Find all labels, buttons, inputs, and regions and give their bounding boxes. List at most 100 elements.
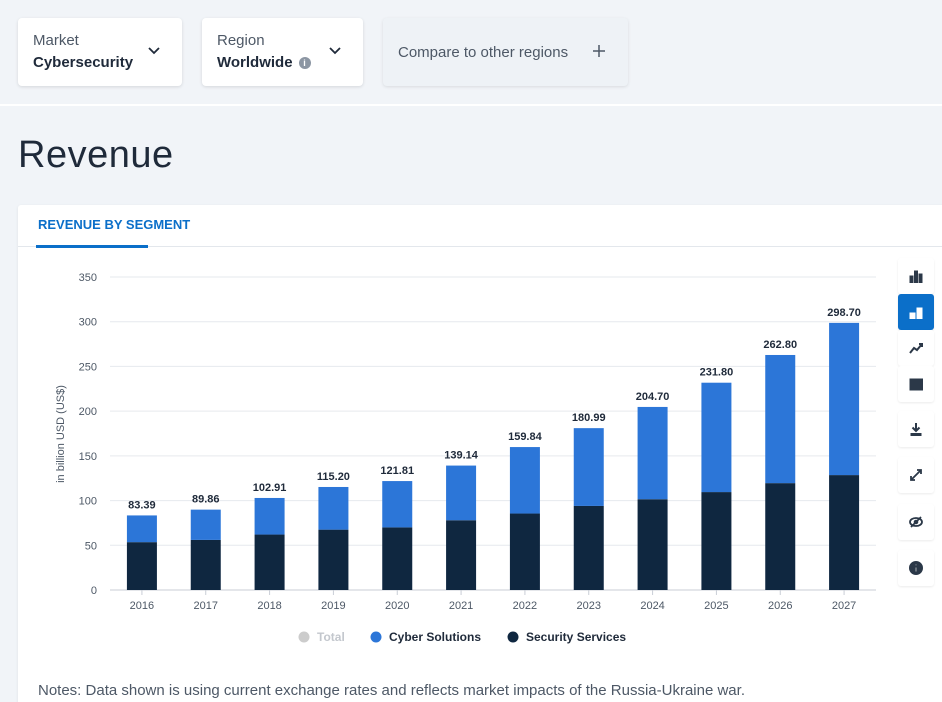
bar-cyber-solutions[interactable] [318,486,349,530]
legend-marker [507,631,519,643]
x-tick-label: 2023 [577,600,601,612]
y-tick-label: 250 [79,361,97,373]
compare-regions-button[interactable]: Compare to other regions [383,18,628,86]
legend-marker [370,631,382,643]
x-tick-label: 2019 [321,600,345,612]
bar-chart-icon [909,270,923,283]
tab-underline [36,245,148,248]
chevron-down-icon [329,47,341,55]
bar-cyber-solutions[interactable] [126,515,157,543]
legend-label: Cyber Solutions [389,630,481,644]
data-label-total: 83.39 [128,499,156,511]
bar-cyber-solutions[interactable] [446,465,477,521]
y-tick-label: 150 [79,451,97,463]
data-label-total: 121.81 [380,465,414,477]
y-tick-label: 200 [79,406,97,418]
data-label-total: 139.14 [444,450,479,462]
x-tick-label: 2021 [449,600,473,612]
data-label-total: 102.91 [253,482,287,494]
x-tick-label: 2018 [257,600,281,612]
filter-bar: Market Cybersecurity Region Worldwide i C… [0,0,942,106]
info-icon [909,561,923,575]
y-tick-label: 0 [91,585,97,597]
tab-revenue-by-segment[interactable]: REVENUE BY SEGMENT [38,217,191,232]
chart-notes: Notes: Data shown is using current excha… [38,682,745,699]
region-value: Worldwide [217,54,293,71]
y-tick-label: 50 [85,540,97,552]
data-label-total: 89.86 [192,494,220,506]
legend-label: Total [317,630,345,644]
table-icon [909,378,923,391]
bar-cyber-solutions[interactable] [637,406,668,500]
expand-icon [910,469,922,481]
hide-button[interactable] [898,504,934,540]
bar-security-services[interactable] [382,527,413,590]
bar-security-services[interactable] [318,529,349,590]
stacked-bar-button[interactable] [898,294,934,330]
legend-item[interactable]: Total [298,630,345,644]
y-tick-label: 350 [79,272,97,284]
data-label-total: 180.99 [572,412,606,424]
region-value-wrap: Worldwide i [217,54,311,71]
bar-cyber-solutions[interactable] [573,428,604,506]
region-dropdown[interactable]: Region Worldwide i [202,18,363,86]
bar-security-services[interactable] [126,542,157,590]
expand-button[interactable] [898,457,934,493]
x-tick-label: 2022 [513,600,537,612]
table-button[interactable] [898,366,934,402]
download-icon [910,423,922,436]
data-label-total: 231.80 [700,367,734,379]
bar-security-services[interactable] [254,534,285,590]
bar-security-services[interactable] [701,492,732,590]
bar-cyber-solutions[interactable] [190,509,221,540]
bar-security-services[interactable] [509,513,540,590]
bar-security-services[interactable] [765,483,796,590]
market-label: Market [33,32,79,49]
plus-icon [593,45,605,57]
legend-item[interactable]: Security Services [507,630,627,644]
chevron-down-icon [148,47,160,55]
bar-cyber-solutions[interactable] [701,382,732,493]
legend-item[interactable]: Cyber Solutions [370,630,482,644]
data-label-total: 115.20 [317,471,350,483]
data-label-total: 298.70 [827,307,861,319]
bar-cyber-solutions[interactable] [509,447,540,514]
x-tick-label: 2016 [130,600,154,612]
bar-cyber-solutions[interactable] [254,497,285,535]
x-tick-label: 2024 [640,600,664,612]
data-label-total: 204.70 [636,391,670,403]
y-tick-label: 300 [79,317,97,329]
bar-cyber-solutions[interactable] [765,354,796,484]
tab-row: REVENUE BY SEGMENT [18,205,942,248]
bar-cyber-solutions[interactable] [829,322,860,476]
page-title: Revenue [18,134,174,176]
compare-label: Compare to other regions [398,44,569,61]
info-button[interactable] [898,550,934,586]
bar-security-services[interactable] [637,499,668,590]
y-axis-label: in billion USD (US$) [55,385,67,483]
bar-security-services[interactable] [446,520,477,590]
info-icon[interactable]: i [298,57,311,69]
region-label: Region [217,32,265,49]
legend-label: Security Services [526,630,626,644]
x-tick-label: 2017 [194,600,218,612]
trend-line-button[interactable] [898,330,934,366]
bar-security-services[interactable] [573,505,604,590]
data-label-total: 159.84 [508,431,543,443]
y-tick-label: 100 [79,496,97,508]
x-tick-label: 2025 [704,600,728,612]
bar-chart-button[interactable] [898,258,934,294]
market-dropdown[interactable]: Market Cybersecurity [18,18,182,86]
bar-security-services[interactable] [190,539,221,590]
bar-security-services[interactable] [829,475,860,590]
data-label-total: 262.80 [763,339,797,351]
legend-marker [298,631,310,643]
stacked-bar-icon [909,307,923,319]
bar-cyber-solutions[interactable] [382,481,413,528]
trend-line-icon [909,343,923,354]
x-tick-label: 2027 [832,600,856,612]
download-button[interactable] [898,411,934,447]
x-tick-label: 2020 [385,600,409,612]
x-tick-label: 2026 [768,600,792,612]
